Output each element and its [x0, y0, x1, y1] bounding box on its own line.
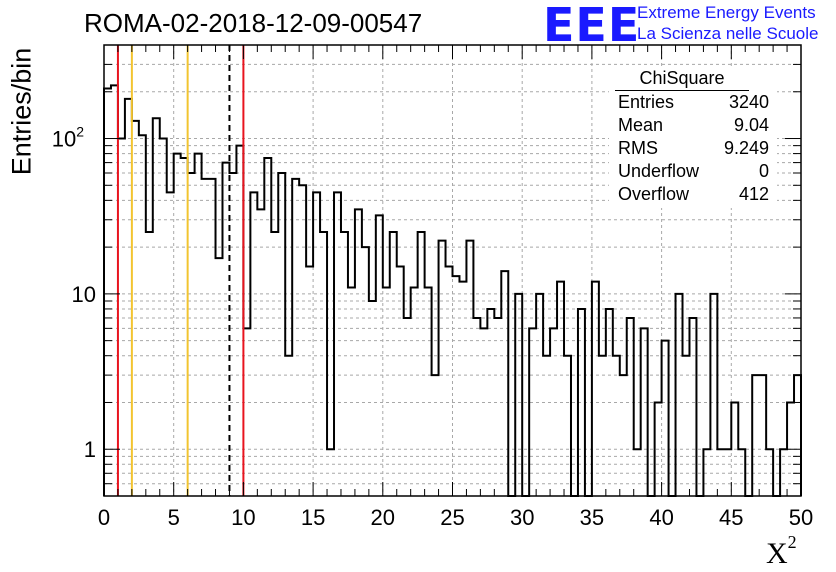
histogram-bin — [543, 356, 550, 496]
y-tick-label: 1 — [84, 437, 96, 462]
histogram-bin — [111, 85, 118, 496]
histogram-bin — [153, 118, 160, 496]
histogram-bin — [236, 146, 243, 496]
x-tick-label: 20 — [371, 505, 395, 530]
histogram-bin — [676, 294, 683, 496]
x-axis-label: X2 — [766, 532, 797, 570]
histogram-bin — [334, 192, 341, 496]
logo-line-2: La Scienza nelle Scuole — [637, 24, 819, 43]
stats-box: ChiSquare Entries 3240 Mean 9.04 RMS 9.249 … — [609, 66, 777, 208]
histogram-bin — [536, 294, 543, 496]
stats-row-entries: Entries 3240 — [618, 92, 769, 112]
x-tick-label: 30 — [510, 505, 534, 530]
histogram-bin — [250, 192, 257, 496]
histogram-bin — [439, 241, 446, 496]
histogram-bin — [404, 318, 411, 496]
histogram-bin — [662, 341, 669, 496]
histogram-bin — [229, 173, 236, 496]
histogram-bin — [313, 192, 320, 496]
histogram-bin — [125, 99, 132, 496]
histogram-bin — [167, 192, 174, 496]
x-tick-label: 35 — [580, 505, 604, 530]
histogram-bin — [132, 121, 139, 496]
histogram-bin — [188, 173, 195, 496]
histogram-bin — [752, 375, 759, 496]
histogram-bin — [494, 318, 501, 496]
x-tick-label: 45 — [719, 505, 743, 530]
histogram-bin — [292, 179, 299, 496]
histogram-bin — [501, 271, 508, 496]
histogram-bin — [278, 173, 285, 496]
histogram-bin — [264, 158, 271, 496]
histogram-bin — [222, 163, 229, 496]
histogram-bin — [104, 88, 111, 496]
histogram-bin — [564, 356, 571, 496]
logo-line-1: Extreme Energy Events — [637, 3, 816, 22]
x-tick-label: 40 — [649, 505, 673, 530]
histogram-bin — [515, 294, 522, 496]
histogram-bin — [599, 356, 606, 496]
histogram-bin — [759, 375, 766, 496]
histogram-bin — [174, 154, 181, 496]
x-tick-label: 10 — [231, 505, 255, 530]
histogram-bin — [466, 241, 473, 496]
stats-row-rms: RMS 9.249 — [618, 138, 769, 158]
histogram-bin — [529, 328, 536, 496]
histogram-bin — [689, 318, 696, 496]
histogram-bin — [355, 209, 362, 496]
eee-logo: EEE — [543, 0, 641, 52]
stats-row-underflow: Underflow 0 — [618, 161, 769, 181]
histogram-bin — [613, 356, 620, 496]
y-tick-label: 102 — [52, 124, 84, 152]
histogram-bin — [369, 301, 376, 496]
histogram-bin — [160, 139, 167, 496]
histogram-bin — [195, 154, 202, 496]
x-tick-label: 0 — [98, 505, 110, 530]
x-tick-label: 25 — [440, 505, 464, 530]
x-tick-label: 5 — [168, 505, 180, 530]
histogram-bin — [620, 375, 627, 496]
histogram-bin — [550, 328, 557, 496]
histogram-bin — [243, 328, 250, 496]
histogram-bin — [362, 247, 369, 496]
histogram-bin — [627, 318, 634, 496]
histogram-bin — [641, 328, 648, 496]
histogram-bin — [473, 318, 480, 496]
chart-title: ROMA-02-2018-12-09-00547 — [84, 8, 423, 38]
histogram-bin — [480, 328, 487, 496]
stats-title: ChiSquare — [615, 66, 749, 91]
stats-row-mean: Mean 9.04 — [618, 115, 769, 135]
histogram-bin — [285, 356, 292, 496]
x-tick-label: 15 — [301, 505, 325, 530]
histogram-bin — [683, 356, 690, 496]
stats-row-overflow: Overflow 412 — [618, 184, 769, 204]
histogram-bin — [794, 375, 801, 496]
x-tick-label: 50 — [789, 505, 813, 530]
histogram-bin — [710, 294, 717, 496]
histogram-bin — [139, 135, 146, 496]
y-tick-label: 10 — [72, 282, 96, 307]
histogram-series — [103, 84, 802, 497]
histogram-bin — [209, 179, 216, 496]
y-axis-label: Entries/bin — [6, 47, 37, 176]
histogram-bin — [202, 179, 209, 496]
histogram-bin — [181, 158, 188, 496]
histogram-bin — [432, 375, 439, 496]
histogram-bin — [257, 209, 264, 496]
histogram-bin — [118, 139, 125, 496]
